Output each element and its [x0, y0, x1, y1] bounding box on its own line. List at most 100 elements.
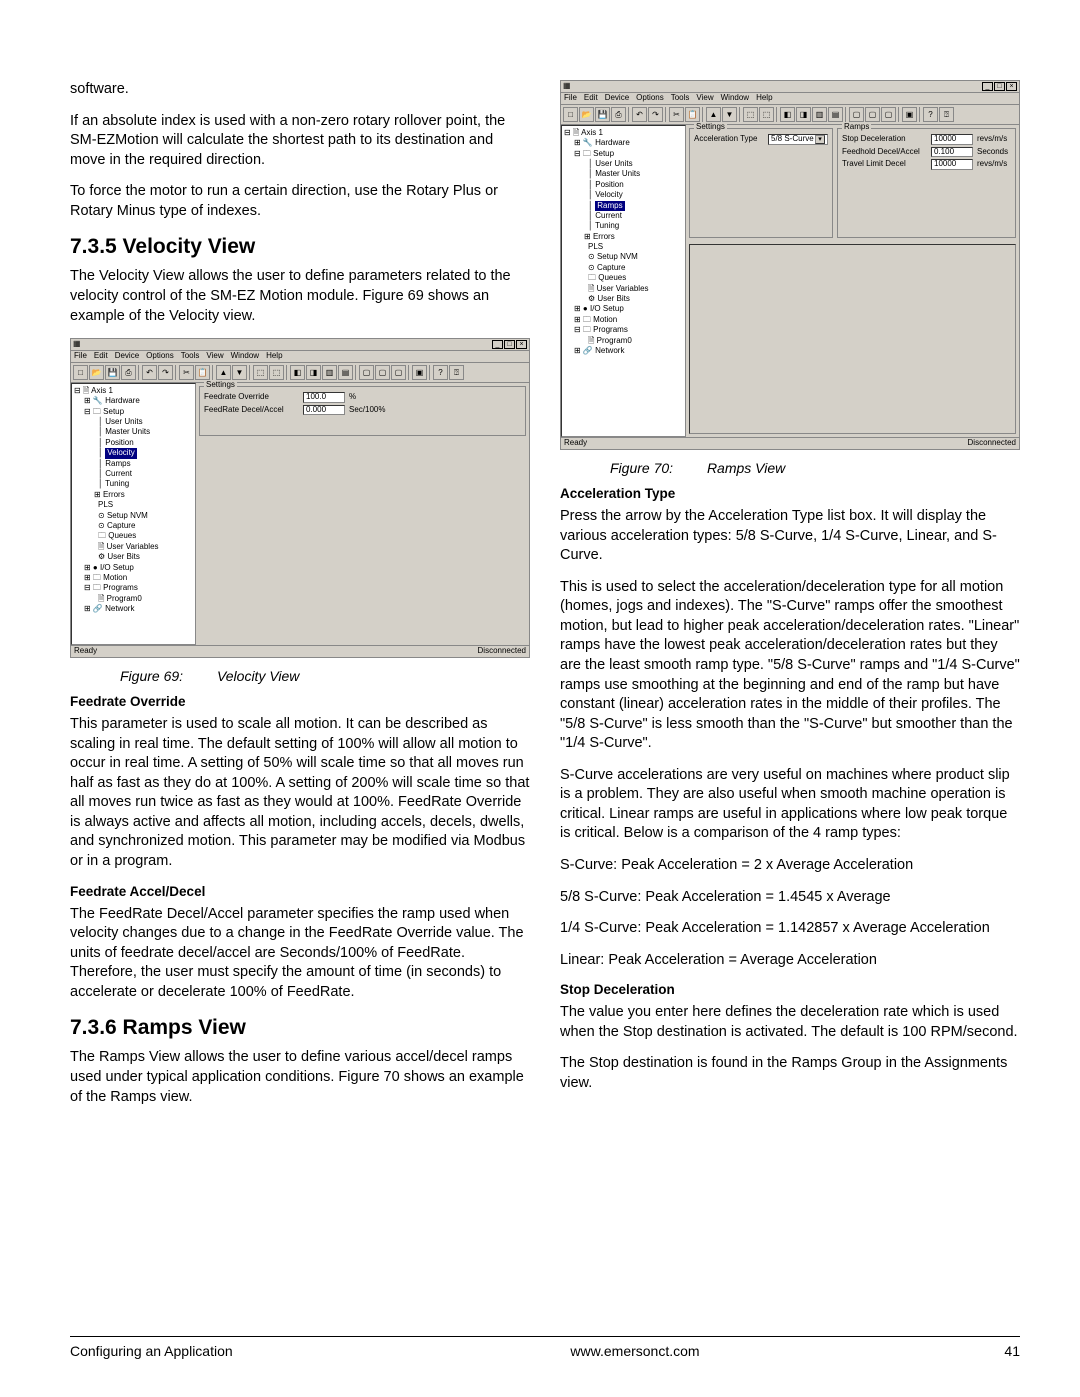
menu-tools[interactable]: Tools [181, 352, 200, 361]
toolbar-print-icon[interactable]: ⎙ [121, 365, 136, 380]
menu-window[interactable]: Window [231, 352, 259, 361]
menu-device[interactable]: Device [115, 352, 139, 361]
toolbar-whatsthis-icon[interactable]: ⍰ [939, 107, 954, 122]
main-panel: Settings Acceleration Type 5/8 S-Curve ▾… [686, 125, 1019, 437]
menu-edit[interactable]: Edit [584, 94, 598, 103]
toolbar-button[interactable]: ▣ [412, 365, 427, 380]
menu-view[interactable]: View [696, 94, 713, 103]
status-bar: Ready Disconnected [71, 645, 529, 657]
maximize-button[interactable]: □ [504, 340, 515, 349]
toolbar-button[interactable]: ↶ [632, 107, 647, 122]
paragraph: If an absolute index is used with a non-… [70, 112, 530, 171]
toolbar-button[interactable]: ◨ [306, 365, 321, 380]
toolbar-button[interactable]: ⬚ [743, 107, 758, 122]
minimize-button[interactable]: _ [982, 82, 993, 91]
minimize-button[interactable]: _ [492, 340, 503, 349]
status-bar: Ready Disconnected [561, 437, 1019, 449]
toolbar-button[interactable]: ✂ [179, 365, 194, 380]
close-button[interactable]: × [516, 340, 527, 349]
footer-page-number: 41 [980, 1343, 1020, 1359]
toolbar-button[interactable]: ▲ [706, 107, 721, 122]
toolbar-new-icon[interactable]: □ [563, 107, 578, 122]
toolbar-button[interactable]: ▤ [828, 107, 843, 122]
menu-file[interactable]: File [564, 94, 577, 103]
toolbar-button[interactable]: ▢ [865, 107, 880, 122]
chevron-down-icon[interactable]: ▾ [815, 135, 825, 145]
toolbar-new-icon[interactable]: □ [73, 365, 88, 380]
toolbar-button[interactable]: ▢ [375, 365, 390, 380]
toolbar-button[interactable]: ▢ [359, 365, 374, 380]
toolbar-button[interactable]: ◧ [780, 107, 795, 122]
tree-view[interactable]: ⊟ 🗎 Axis 1 ⊞ 🔧 Hardware ⊟ 🗀 Setup │ User… [561, 125, 686, 437]
menu-help[interactable]: Help [266, 352, 282, 361]
app-icon: ▦ [73, 340, 81, 349]
feedrate-decel-input[interactable]: 0.000 [303, 405, 345, 416]
toolbar-open-icon[interactable]: 📂 [579, 107, 594, 122]
toolbar-save-icon[interactable]: 💾 [595, 107, 610, 122]
heading-stop-deceleration: Stop Deceleration [560, 982, 1020, 997]
footer-center: www.emersonct.com [290, 1343, 980, 1359]
menu-file[interactable]: File [74, 352, 87, 361]
toolbar-button[interactable]: ▤ [338, 365, 353, 380]
close-button[interactable]: × [1006, 82, 1017, 91]
toolbar-button[interactable]: 📋 [685, 107, 700, 122]
toolbar-button[interactable]: ▼ [232, 365, 247, 380]
menu-help[interactable]: Help [756, 94, 772, 103]
menu-view[interactable]: View [206, 352, 223, 361]
toolbar-button[interactable]: ▼ [722, 107, 737, 122]
toolbar-help-icon[interactable]: ? [433, 365, 448, 380]
feedrate-override-input[interactable]: 100.0 [303, 392, 345, 403]
toolbar-button[interactable]: ▢ [849, 107, 864, 122]
toolbar-button[interactable]: ⬚ [759, 107, 774, 122]
toolbar-print-icon[interactable]: ⎙ [611, 107, 626, 122]
groupbox-title: Settings [694, 123, 727, 132]
toolbar-button[interactable]: ▥ [812, 107, 827, 122]
toolbar-button[interactable]: ▲ [216, 365, 231, 380]
figure-caption-69: Figure 69: Velocity View [120, 668, 530, 684]
toolbar-button[interactable]: ⬚ [253, 365, 268, 380]
stop-decel-input[interactable]: 10000 [931, 134, 973, 145]
toolbar-help-icon[interactable]: ? [923, 107, 938, 122]
menu-window[interactable]: Window [721, 94, 749, 103]
menu-edit[interactable]: Edit [94, 352, 108, 361]
travel-limit-input[interactable]: 10000 [931, 159, 973, 170]
toolbar-button[interactable]: ↷ [648, 107, 663, 122]
toolbar-whatsthis-icon[interactable]: ⍰ [449, 365, 464, 380]
screenshot-velocity-view: ▦ _ □ × File Edit Device Options Tools V… [70, 338, 530, 658]
menu-device[interactable]: Device [605, 94, 629, 103]
menu-bar: File Edit Device Options Tools View Wind… [561, 93, 1019, 105]
menu-bar: File Edit Device Options Tools View Wind… [71, 351, 529, 363]
toolbar-save-icon[interactable]: 💾 [105, 365, 120, 380]
menu-tools[interactable]: Tools [671, 94, 690, 103]
toolbar-button[interactable]: 📋 [195, 365, 210, 380]
field-label: FeedRate Decel/Accel [204, 406, 299, 415]
status-ready: Ready [74, 647, 97, 656]
paragraph: 5/8 S-Curve: Peak Acceleration = 1.4545 … [560, 888, 1020, 908]
toolbar-button[interactable]: ↷ [158, 365, 173, 380]
tree-view[interactable]: ⊟ 🗎 Axis 1 ⊞ 🔧 Hardware ⊟ 🗀 Setup │ User… [71, 383, 196, 645]
menu-options[interactable]: Options [146, 352, 174, 361]
maximize-button[interactable]: □ [994, 82, 1005, 91]
toolbar-button[interactable]: ✂ [669, 107, 684, 122]
menu-options[interactable]: Options [636, 94, 664, 103]
toolbar-button[interactable]: ◨ [796, 107, 811, 122]
paragraph: To force the motor to run a certain dire… [70, 182, 530, 221]
toolbar-open-icon[interactable]: 📂 [89, 365, 104, 380]
figure-caption-70: Figure 70: Ramps View [610, 460, 1020, 476]
toolbar: □ 📂 💾 ⎙ ↶ ↷ ✂ 📋 ▲ ▼ ⬚ ⬚ ◧ ◨ ▥ ▤ [561, 105, 1019, 125]
heading-ramps-view: 7.3.6 Ramps View [70, 1016, 530, 1040]
paragraph: The Stop destination is found in the Ram… [560, 1054, 1020, 1093]
toolbar-button[interactable]: ⬚ [269, 365, 284, 380]
heading-velocity-view: 7.3.5 Velocity View [70, 235, 530, 259]
paragraph: Linear: Peak Acceleration = Average Acce… [560, 951, 1020, 971]
feedhold-decel-input[interactable]: 0.100 [931, 147, 973, 158]
toolbar-button[interactable]: ◧ [290, 365, 305, 380]
toolbar-button[interactable]: ↶ [142, 365, 157, 380]
paragraph: The Velocity View allows the user to def… [70, 267, 530, 326]
status-connection: Disconnected [478, 647, 526, 656]
toolbar-button[interactable]: ▣ [902, 107, 917, 122]
toolbar-button[interactable]: ▢ [391, 365, 406, 380]
acceleration-type-select[interactable]: 5/8 S-Curve ▾ [768, 134, 828, 146]
toolbar-button[interactable]: ▥ [322, 365, 337, 380]
toolbar-button[interactable]: ▢ [881, 107, 896, 122]
